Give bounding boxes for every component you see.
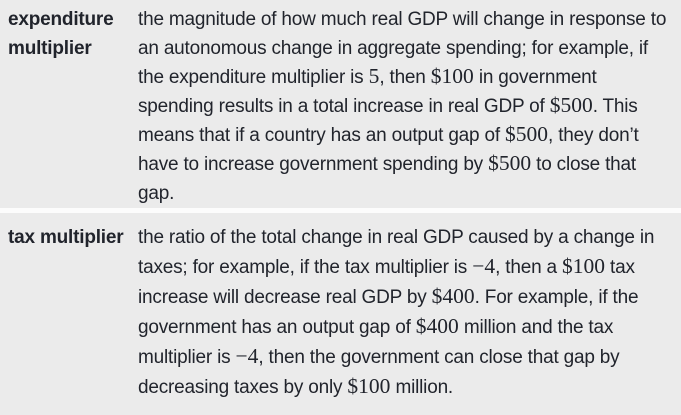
definition-text-tax-multiplier: the ratio of the total change in real GD… [138,227,655,398]
definition-text-expenditure-multiplier: the magnitude of how much real GDP will … [138,9,667,204]
math-value: $100 [561,254,605,278]
math-value: $500 [505,122,549,146]
math-value: $100 [430,64,474,88]
math-value: 5 [368,64,380,88]
term-tax-multiplier: tax multiplier [8,227,124,248]
math-value: −4 [235,344,259,368]
math-value: $400 [415,314,459,338]
math-value: −4 [472,254,496,278]
math-value: $400 [431,284,475,308]
term-expenditure-multiplier: expenditure multiplier [8,9,114,59]
table-row: expenditure multiplier the magnitude of … [8,9,667,204]
math-value: $500 [549,93,593,117]
math-value: $100 [347,374,391,398]
math-value: $500 [488,151,532,175]
table-row: tax multiplier the ratio of the total ch… [0,208,681,415]
